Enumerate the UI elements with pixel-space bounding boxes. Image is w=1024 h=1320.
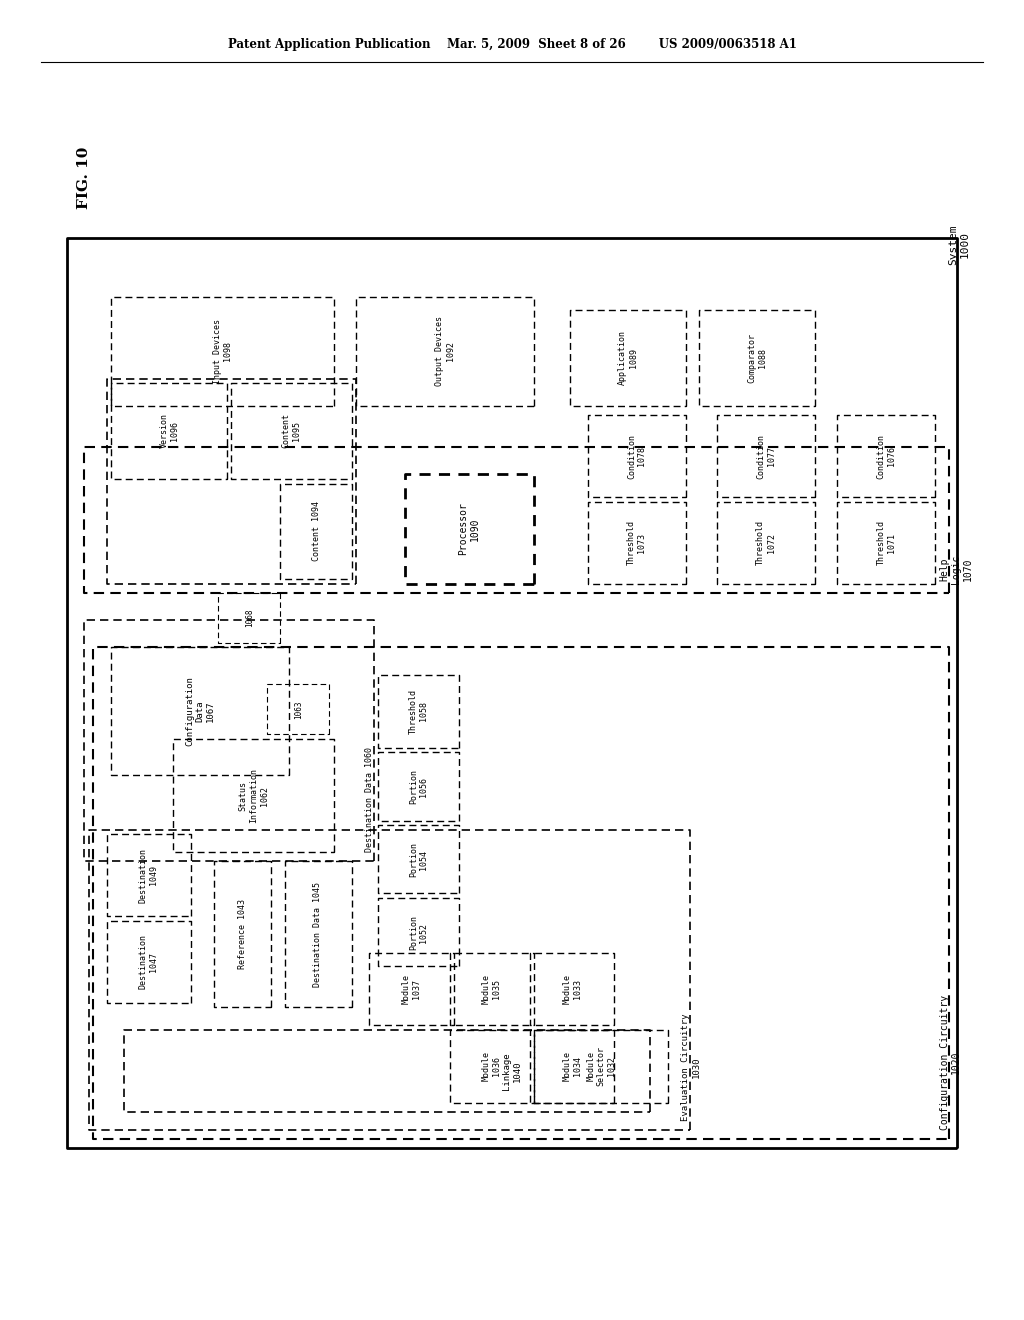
Polygon shape [588,416,686,498]
Text: Configuration
Data
1067: Configuration Data 1067 [185,676,215,746]
Polygon shape [111,297,334,407]
Text: Output Devices
1092: Output Devices 1092 [435,317,455,387]
Polygon shape [450,953,535,1026]
Polygon shape [84,620,374,862]
Polygon shape [450,1030,535,1104]
Text: 1068: 1068 [245,609,254,627]
Text: Destination Data 1045: Destination Data 1045 [313,882,323,987]
Text: Help
Logic
1070: Help Logic 1070 [940,554,973,583]
Text: Processor
1090: Processor 1090 [459,503,480,556]
Polygon shape [356,297,535,407]
Polygon shape [89,830,690,1130]
Polygon shape [214,862,271,1007]
Text: Module
1034: Module 1034 [563,1052,583,1081]
Polygon shape [699,310,815,407]
Text: Patent Application Publication    Mar. 5, 2009  Sheet 8 of 26        US 2009/006: Patent Application Publication Mar. 5, 2… [227,38,797,51]
Text: Condition
1077: Condition 1077 [756,434,775,479]
Polygon shape [529,953,614,1026]
Text: Content 1094: Content 1094 [311,500,321,561]
Text: Destination
1047: Destination 1047 [139,935,159,989]
Text: Portion
1052: Portion 1052 [409,915,428,950]
Polygon shape [717,416,815,498]
Polygon shape [379,752,459,821]
Polygon shape [93,647,948,1139]
Polygon shape [535,1030,668,1104]
Polygon shape [218,593,281,643]
Text: Module
Selector
1032: Module Selector 1032 [586,1047,616,1086]
Polygon shape [370,953,454,1026]
Text: FIG. 10: FIG. 10 [77,147,91,210]
Polygon shape [281,483,351,579]
Polygon shape [231,383,351,479]
Text: Threshold
1058: Threshold 1058 [409,689,428,734]
Polygon shape [406,474,535,583]
Text: Evaluation Circuitry
1030: Evaluation Circuitry 1030 [681,1014,700,1121]
Polygon shape [379,825,459,894]
Text: Content
1095: Content 1095 [282,413,301,449]
Text: Module
1037: Module 1037 [401,974,421,1005]
Polygon shape [111,648,289,775]
Polygon shape [588,502,686,583]
Polygon shape [379,898,459,966]
Text: System
1000: System 1000 [948,224,970,265]
Text: Condition
1078: Condition 1078 [627,434,646,479]
Text: Module
1035: Module 1035 [482,974,501,1005]
Text: 1063: 1063 [294,700,303,718]
Text: Module
1033: Module 1033 [563,974,583,1005]
Polygon shape [67,238,957,1148]
Polygon shape [529,1030,614,1104]
Polygon shape [106,379,356,583]
Polygon shape [106,834,191,916]
Text: Destination
1049: Destination 1049 [139,847,159,903]
Text: Portion
1056: Portion 1056 [409,770,428,804]
Polygon shape [838,416,935,498]
Polygon shape [125,1030,650,1111]
Polygon shape [570,310,686,407]
Polygon shape [111,383,227,479]
Text: Condition
1076: Condition 1076 [877,434,896,479]
Text: Linkage
1040: Linkage 1040 [503,1052,521,1090]
Text: Configuration Circuitry
1020: Configuration Circuitry 1020 [940,995,962,1130]
Text: Portion
1054: Portion 1054 [409,842,428,878]
Text: Threshold
1073: Threshold 1073 [627,520,646,565]
Text: Status
Information
1062: Status Information 1062 [239,768,268,824]
Text: Input Devices
1098: Input Devices 1098 [213,319,232,384]
Text: Version
1096: Version 1096 [160,413,179,449]
Text: Destination Data 1060: Destination Data 1060 [365,747,374,853]
Polygon shape [173,739,334,853]
Polygon shape [267,684,330,734]
Text: Module
1036: Module 1036 [482,1052,501,1081]
Polygon shape [379,675,459,747]
Text: Comparator
1088: Comparator 1088 [748,333,767,383]
Polygon shape [285,862,351,1007]
Polygon shape [717,502,815,583]
Text: Application
1089: Application 1089 [618,330,638,385]
Polygon shape [84,447,948,593]
Polygon shape [838,502,935,583]
Text: Threshold
1071: Threshold 1071 [877,520,896,565]
Polygon shape [106,921,191,1003]
Text: Reference 1043: Reference 1043 [238,899,247,969]
Text: Threshold
1072: Threshold 1072 [756,520,775,565]
